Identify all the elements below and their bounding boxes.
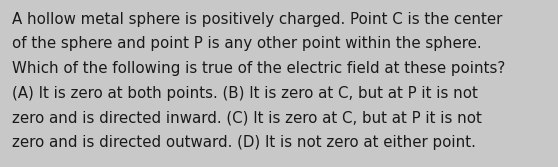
Text: zero and is directed inward. (C) It is zero at C, but at P it is not: zero and is directed inward. (C) It is z…	[12, 111, 482, 126]
Text: of the sphere and point P is any other point within the sphere.: of the sphere and point P is any other p…	[12, 36, 482, 51]
Text: (A) It is zero at both points. (B) It is zero at C, but at P it is not: (A) It is zero at both points. (B) It is…	[12, 86, 478, 101]
Text: A hollow metal sphere is positively charged. Point C is the center: A hollow metal sphere is positively char…	[12, 12, 503, 27]
Text: Which of the following is true of the electric field at these points?: Which of the following is true of the el…	[12, 61, 506, 76]
Text: zero and is directed outward. (D) It is not zero at either point.: zero and is directed outward. (D) It is …	[12, 135, 476, 150]
